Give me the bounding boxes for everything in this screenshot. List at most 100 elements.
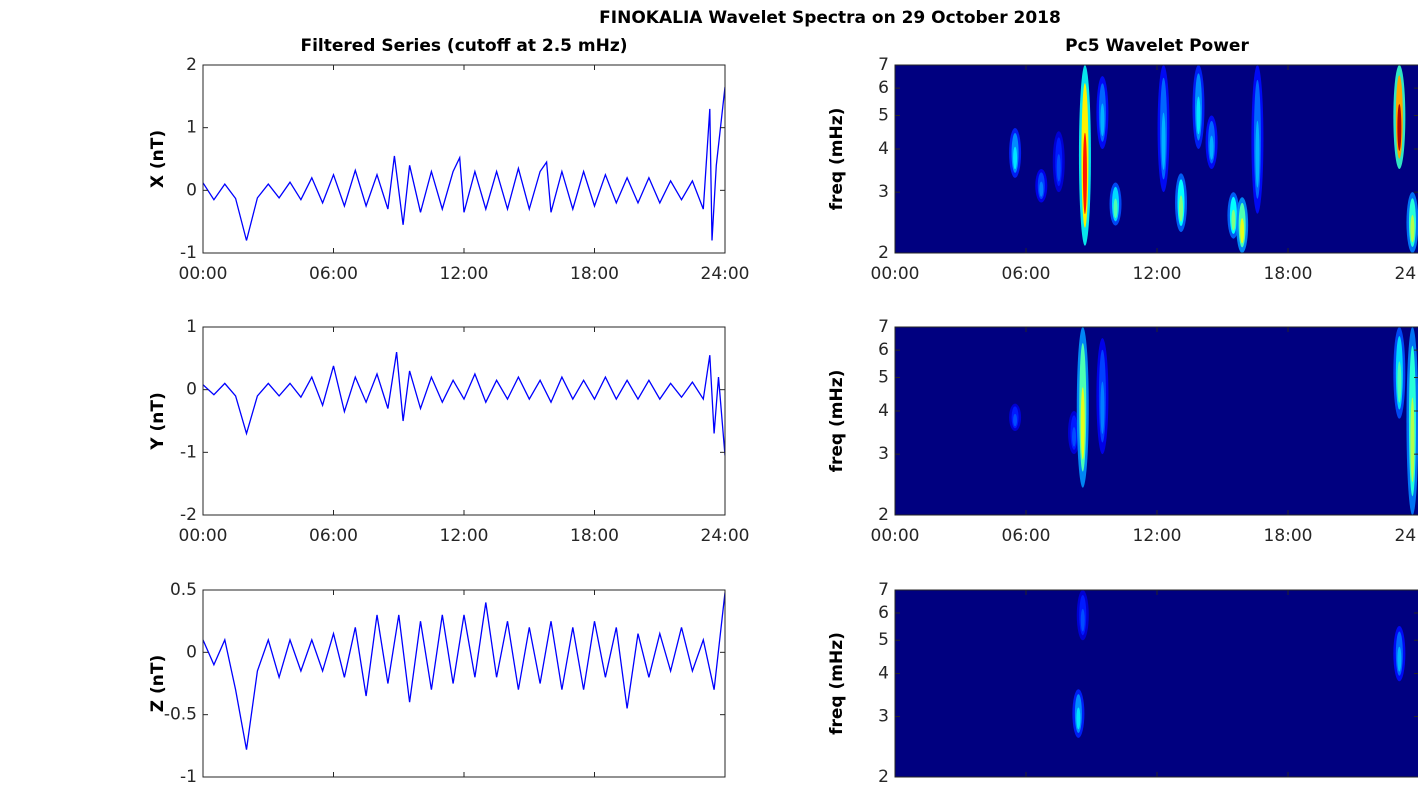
y-tick-label: 6 [878,603,889,623]
burst-core [1013,146,1018,170]
y-tick-label: 1 [186,317,197,337]
y-tick-label: -0.5 [164,705,197,725]
y-tick-label: 0 [186,180,197,200]
burst-core [1397,646,1402,672]
series-line [203,86,725,241]
x-tick-label: 06:00 [309,264,358,284]
y-tick-label: 2 [878,505,889,525]
burst-core [1209,135,1214,160]
panel: -1 -0.5 0 0.5 Z (nT) [148,580,726,787]
x-tick-label: 00:00 [871,264,920,284]
x-tick-label: 00:00 [179,264,228,284]
burst-core [1397,361,1402,403]
heatmap-background [895,590,1418,777]
x-tick-label: 06:00 [1002,264,1051,284]
y-tick-label: 0 [186,380,197,400]
burst-core [1076,707,1081,730]
x-tick-label: 18:00 [570,526,619,546]
burst-core [1080,387,1085,460]
burst-core [1240,218,1245,244]
x-tick-label: 12:00 [440,264,489,284]
burst-core [1179,195,1184,222]
burst-core [1231,209,1236,231]
axes-box [202,64,726,254]
y-axis-label: X (nT) [148,130,168,188]
y-tick-label: 5 [878,105,889,125]
plot-area [203,352,725,456]
plot-area [203,86,725,241]
burst-core [1013,413,1018,427]
x-tick-label: 24:00 [1395,526,1418,546]
burst-core [1410,214,1415,243]
plot-area [895,65,1418,253]
panel: 00:00 06:00 12:00 18:00 24:00 -2 -1 0 1 Y (nT) [148,317,750,546]
x-tick-label: 24:00 [1395,264,1418,284]
burst-core [1397,104,1402,151]
panel: 00:00 06:00 12:00 18:00 24:00 -1 0 1 2 X (nT) Filt… [148,36,750,284]
x-tick-label: 06:00 [1002,526,1051,546]
y-tick-label: 2 [878,243,889,263]
series-line [203,352,725,456]
y-tick-label: 2 [186,55,197,75]
burst-core [1082,132,1087,215]
x-tick-label: 12:00 [1133,526,1182,546]
figure-title: FINOKALIA Wavelet Spectra on 29 October … [599,8,1061,28]
y-tick-label: 0 [186,642,197,662]
y-tick-label: -1 [180,243,197,263]
y-tick-label: 2 [878,767,889,787]
y-tick-label: 6 [878,340,889,360]
y-tick-label: 4 [878,401,889,421]
burst-core [1100,103,1105,137]
y-tick-label: 3 [878,182,889,202]
panel-title: Filtered Series (cutoff at 2.5 mHz) [300,36,627,56]
x-tick-label: 18:00 [570,264,619,284]
burst-core [1056,154,1061,182]
x-tick-label: 24:00 [701,264,750,284]
y-axis-label: Z (nT) [148,655,168,712]
y-tick-label: 4 [878,139,889,159]
plot-area [895,590,1418,777]
x-tick-label: 06:00 [309,526,358,546]
x-tick-label: 18:00 [1264,526,1313,546]
y-tick-label: -1 [180,442,197,462]
plot-area [895,327,1418,515]
x-tick-label: 18:00 [1264,264,1313,284]
y-tick-label: 6 [878,78,889,98]
plot-area [203,592,725,750]
y-axis-label: freq (mHz) [827,370,847,473]
panel: 00:00 06:00 12:00 18:00 24:00 2 3 4 5 6 7 freq (mHz… [827,36,1418,284]
x-tick-label: 12:00 [440,526,489,546]
panel-title: Pc5 Wavelet Power [1065,36,1249,56]
axes-box [202,326,726,516]
series-line [203,592,725,750]
burst-core [1196,96,1201,135]
burst-core [1255,120,1260,188]
y-axis-label: Y (nT) [148,392,168,450]
y-tick-label: 7 [878,317,889,337]
burst-core [1100,381,1105,434]
x-tick-label: 00:00 [179,526,228,546]
y-tick-label: 7 [878,55,889,75]
burst-core [1161,112,1166,170]
y-tick-label: 7 [878,580,889,600]
y-tick-label: -1 [180,767,197,787]
x-tick-label: 00:00 [871,526,920,546]
burst-core [1113,198,1118,219]
heatmap-background [895,65,1418,253]
y-tick-label: -2 [180,505,197,525]
y-axis-label: freq (mHz) [827,632,847,735]
y-tick-label: 5 [878,630,889,650]
x-tick-label: 12:00 [1133,264,1182,284]
y-axis-label: freq (mHz) [827,108,847,211]
panel: 2 3 4 5 6 7 freq (mHz) [827,580,1418,787]
burst-core [1080,608,1085,632]
y-tick-label: 4 [878,664,889,684]
panel: 00:00 06:00 12:00 18:00 24:00 2 3 4 5 6 7 freq (mHz… [827,317,1418,546]
y-tick-label: 1 [186,118,197,138]
burst-core [1072,427,1077,447]
y-tick-label: 5 [878,367,889,387]
heatmap-background [895,327,1418,515]
y-tick-label: 3 [878,706,889,726]
